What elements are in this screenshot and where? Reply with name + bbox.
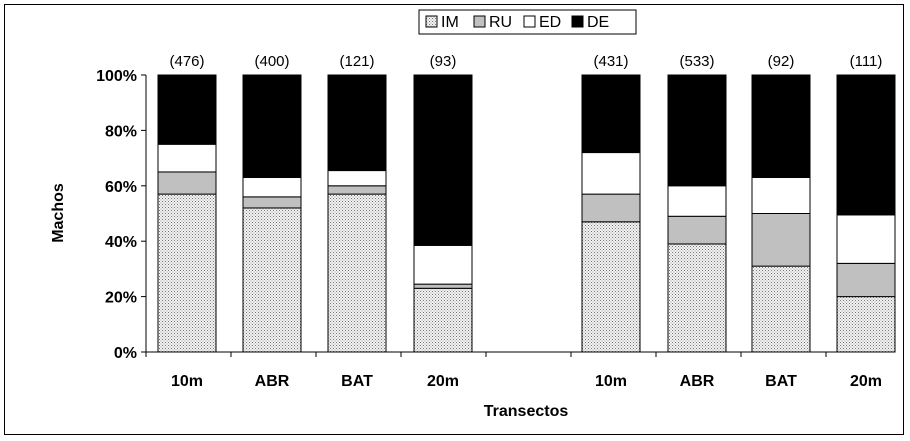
bar-segment-de xyxy=(242,74,302,178)
bar-count-label: (121) xyxy=(339,53,374,70)
bar-segment-ed xyxy=(581,152,641,195)
bar-segment-ed xyxy=(667,185,727,217)
bar-count-label: (93) xyxy=(430,53,457,70)
bar-segment-ru xyxy=(751,213,811,267)
y-tick-label: 40% xyxy=(105,234,137,251)
bar-count-label: (476) xyxy=(169,53,204,70)
bar-segment-de xyxy=(836,74,896,216)
x-tick-label: ABR xyxy=(680,373,715,390)
legend-swatch-de xyxy=(571,15,584,28)
bar-count-label: (533) xyxy=(679,53,714,70)
bar-count-label: (111) xyxy=(850,53,883,70)
bar-segment-ru xyxy=(836,262,896,298)
legend: IM RU ED DE xyxy=(418,9,637,35)
bar-segment-ru xyxy=(242,196,302,209)
bar-segment-im xyxy=(751,265,811,353)
bar-count-label: (92) xyxy=(768,53,795,70)
bar-segment-ed xyxy=(413,244,473,285)
legend-label-de: DE xyxy=(587,14,609,31)
y-tick-label: 0% xyxy=(114,345,137,362)
bar-segment-ed xyxy=(157,143,217,173)
bar-segment-ru xyxy=(157,171,217,195)
x-tick-label: ABR xyxy=(255,373,290,390)
bar-segment-ed xyxy=(327,170,387,187)
y-tick-label: 60% xyxy=(105,179,137,196)
bar-segment-ru xyxy=(413,283,473,289)
bar-segment-de xyxy=(751,74,811,178)
x-tick-label: BAT xyxy=(765,373,797,390)
legend-swatch-im xyxy=(425,15,438,28)
bar-segment-de xyxy=(667,74,727,187)
bar-segment-ed xyxy=(751,176,811,215)
bar-count-label: (431) xyxy=(593,53,628,70)
bar-segment-im xyxy=(413,287,473,353)
bar-segment-de xyxy=(581,74,641,154)
bar-segment-im xyxy=(667,243,727,353)
bar-segment-im xyxy=(327,193,387,353)
y-tick-label: 20% xyxy=(105,290,137,307)
x-axis-title: Transectos xyxy=(484,403,569,420)
labels: 10m (476) ABR (400) BAT (121) 20m (93) 10m (431) A… xyxy=(169,53,882,390)
x-tick-label: 20m xyxy=(427,373,459,390)
bar-segment-de xyxy=(413,74,473,246)
legend-label-ru: RU xyxy=(489,14,512,31)
bar-segment-ed xyxy=(242,176,302,198)
y-axis-title: Machos xyxy=(50,183,67,243)
legend-label-im: IM xyxy=(441,14,459,31)
legend-swatch-ru xyxy=(473,15,486,28)
bar-segment-im xyxy=(242,207,302,353)
x-tick-label: 20m xyxy=(850,373,882,390)
bar-segment-ru xyxy=(327,185,387,195)
y-tick-label: 80% xyxy=(105,123,137,140)
x-tick-label: 10m xyxy=(595,373,627,390)
y-tick-label: 100% xyxy=(96,68,137,85)
bars xyxy=(157,74,896,353)
bar-segment-ru xyxy=(581,193,641,223)
legend-swatch-ed xyxy=(523,15,536,28)
bar-segment-de xyxy=(327,74,387,172)
x-tick-label: 10m xyxy=(171,373,203,390)
bar-segment-ru xyxy=(667,215,727,245)
legend-label-ed: ED xyxy=(539,14,561,31)
bar-segment-im xyxy=(836,296,896,353)
bar-segment-im xyxy=(157,193,217,353)
bar-count-label: (400) xyxy=(254,53,289,70)
bar-segment-de xyxy=(157,74,217,145)
x-tick-label: BAT xyxy=(341,373,373,390)
bar-segment-ed xyxy=(836,214,896,264)
bar-segment-im xyxy=(581,221,641,353)
